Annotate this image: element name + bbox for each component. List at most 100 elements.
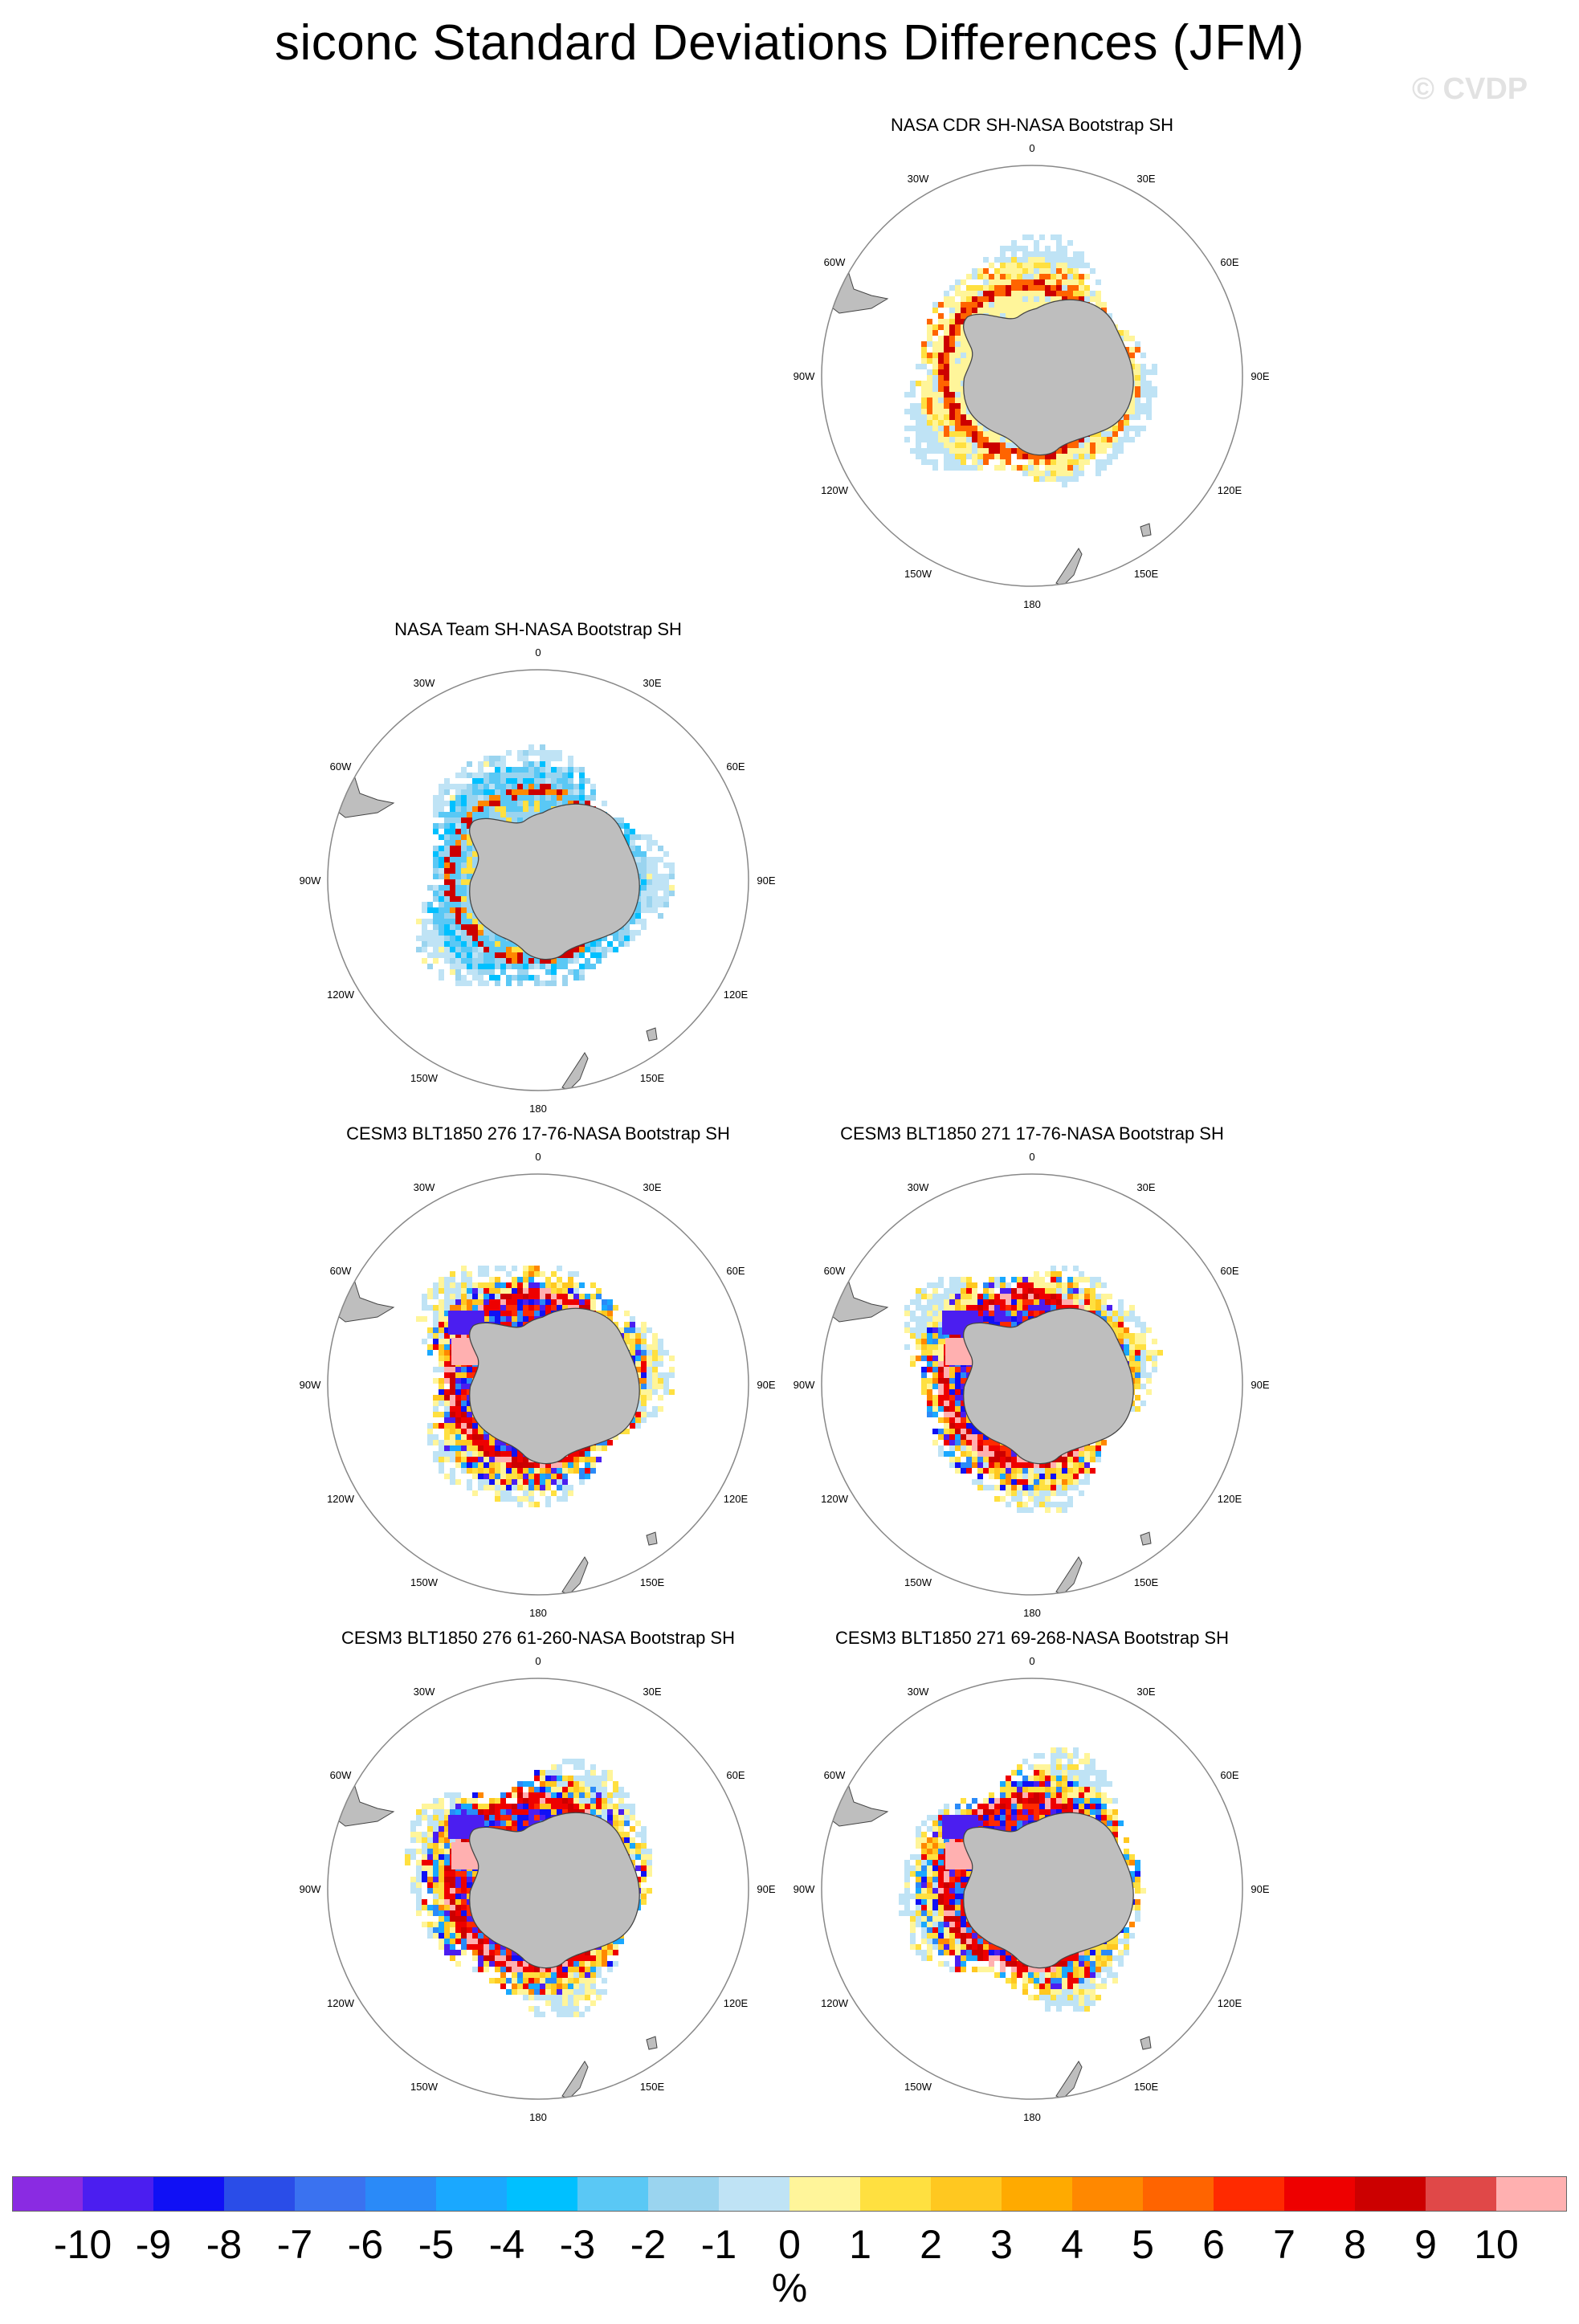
colorbar-swatch	[931, 2176, 1002, 2212]
longitude-label: 180	[529, 1607, 547, 1619]
colorbar-tick-label: 10	[1474, 2222, 1519, 2267]
longitude-label: 0	[1029, 1151, 1034, 1163]
longitude-label: 90E	[1251, 1379, 1269, 1391]
colorbar-tick-label: 6	[1202, 2222, 1225, 2267]
polar-map: 0 30E 60E 90E 120E 150E 180 150W 120W 90W 60W 30W	[300, 1655, 776, 2123]
longitude-label: 120E	[1218, 1493, 1242, 1505]
map-boundary	[327, 1173, 749, 1596]
longitude-label: 60E	[1220, 1265, 1238, 1277]
colorbar-swatch	[12, 2176, 84, 2212]
longitude-label: 90E	[757, 1379, 775, 1391]
colorbar-tick-label: 2	[920, 2222, 942, 2267]
colorbar-tick-label: -2	[630, 2222, 667, 2267]
longitude-label: 30E	[1136, 1181, 1155, 1193]
longitude-label: 150W	[904, 1576, 932, 1588]
longitude-label: 90W	[300, 1883, 321, 1895]
longitude-label: 180	[1023, 598, 1041, 610]
colorbar-tick-label: -9	[135, 2222, 172, 2267]
longitude-label: 90E	[1251, 370, 1269, 382]
colorbar-tick-label: -5	[418, 2222, 455, 2267]
colorbar-swatch	[719, 2176, 790, 2212]
longitude-label: 60W	[330, 1265, 352, 1277]
longitude-label: 180	[1023, 1607, 1041, 1619]
polar-map: 0 30E 60E 90E 120E 150E 180 150W 120W 90W 60W 30W	[300, 646, 776, 1115]
colorbar-swatch	[507, 2176, 578, 2212]
longitude-label: 90E	[1251, 1883, 1269, 1895]
longitude-label: 90W	[794, 1883, 815, 1895]
colorbar-swatch	[83, 2176, 154, 2212]
colorbar-tick-label: 5	[1132, 2222, 1154, 2267]
longitude-label: 60E	[726, 1769, 745, 1781]
colorbar-tick-label: -3	[559, 2222, 596, 2267]
antarctica-land	[963, 1812, 1134, 1969]
longitude-label: 60W	[824, 256, 846, 268]
longitude-label: 90E	[757, 1883, 775, 1895]
colorbar-swatch	[1426, 2176, 1497, 2212]
longitude-label: 90W	[794, 370, 815, 382]
longitude-label: 30E	[1136, 173, 1155, 185]
longitude-label: 120E	[724, 1997, 749, 2009]
panel-title: NASA CDR SH-NASA Bootstrap SH	[890, 115, 1174, 135]
colorbar-swatch	[790, 2176, 861, 2212]
page-title: siconc Standard Deviations Differences (…	[274, 15, 1304, 71]
colorbar-tick-label: -10	[53, 2222, 112, 2267]
polar-map: 0 30E 60E 90E 120E 150E 180 150W 120W 90W 60W 30W	[794, 1655, 1270, 2123]
longitude-label: 150E	[640, 2081, 665, 2093]
panel-title: NASA Team SH-NASA Bootstrap SH	[394, 619, 682, 639]
longitude-label: 150W	[410, 1576, 439, 1588]
map-panel-cesm3-276-61-260: CESM3 BLT1850 276 61-260-NASA Bootstrap …	[257, 1628, 819, 2150]
longitude-label: 30W	[414, 1686, 435, 1698]
polar-map: 0 30E 60E 90E 120E 150E 180 150W 120W 90W 60W 30W	[794, 1151, 1270, 1619]
colorbar-swatch	[1284, 2176, 1356, 2212]
colorbar-tick-label: 3	[990, 2222, 1013, 2267]
antarctica-land	[469, 1812, 640, 1969]
map-boundary	[821, 1173, 1243, 1596]
longitude-label: 60W	[824, 1769, 846, 1781]
antarctica-land	[963, 1307, 1134, 1465]
colorbar-tick-label: -1	[700, 2222, 737, 2267]
longitude-label: 150W	[410, 2081, 439, 2093]
colorbar-tick-label: 1	[849, 2222, 871, 2267]
longitude-label: 30E	[643, 1686, 661, 1698]
map-boundary	[327, 669, 749, 1091]
colorbar-swatch	[1496, 2176, 1567, 2212]
colorbar-labels: -10 -9 -8 -7 -6 -5 -4 -3 -2 -1 0 1 2 3 4 5 6 7 8 9 10	[0, 2221, 1579, 2269]
longitude-label: 120W	[821, 1493, 849, 1505]
longitude-label: 120E	[1218, 484, 1242, 496]
longitude-label: 30W	[908, 173, 929, 185]
watermark: © CVDP	[1412, 72, 1528, 106]
longitude-label: 60E	[1220, 256, 1238, 268]
longitude-label: 30W	[908, 1181, 929, 1193]
longitude-label: 120W	[821, 484, 849, 496]
longitude-label: 120W	[327, 1493, 355, 1505]
longitude-label: 30W	[414, 1181, 435, 1193]
map-boundary	[821, 165, 1243, 587]
longitude-label: 30E	[643, 1181, 661, 1193]
colorbar-swatch	[1214, 2176, 1285, 2212]
map-panel-cesm3-276-17-76: CESM3 BLT1850 276 17-76-NASA Bootstrap S…	[257, 1123, 819, 1645]
map-panel-cesm3-271-17-76: CESM3 BLT1850 271 17-76-NASA Bootstrap S…	[751, 1123, 1313, 1645]
colorbar-tick-label: 0	[778, 2222, 801, 2267]
longitude-label: 0	[1029, 1655, 1034, 1667]
panel-title: CESM3 BLT1850 276 17-76-NASA Bootstrap S…	[346, 1123, 730, 1144]
polar-map: 0 30E 60E 90E 120E 150E 180 150W 120W 90W 60W 30W	[300, 1151, 776, 1619]
longitude-label: 180	[529, 1103, 547, 1115]
longitude-label: 60W	[824, 1265, 846, 1277]
longitude-label: 60E	[726, 760, 745, 773]
longitude-label: 60W	[330, 1769, 352, 1781]
longitude-label: 30W	[908, 1686, 929, 1698]
longitude-label: 150W	[904, 568, 932, 580]
colorbar-swatch	[365, 2176, 437, 2212]
colorbar-swatch	[648, 2176, 720, 2212]
colorbar-swatch	[1355, 2176, 1426, 2212]
map-boundary	[327, 1678, 749, 2100]
map-panel-cesm3-271-69-268: CESM3 BLT1850 271 69-268-NASA Bootstrap …	[751, 1628, 1313, 2150]
colorbar-swatch	[153, 2176, 225, 2212]
colorbar-swatch	[1143, 2176, 1214, 2212]
colorbar-swatch	[1072, 2176, 1144, 2212]
longitude-label: 60E	[726, 1265, 745, 1277]
colorbar-swatch	[577, 2176, 649, 2212]
colorbar-tick-label: 9	[1414, 2222, 1437, 2267]
colorbar-swatch	[295, 2176, 366, 2212]
longitude-label: 180	[529, 2111, 547, 2123]
